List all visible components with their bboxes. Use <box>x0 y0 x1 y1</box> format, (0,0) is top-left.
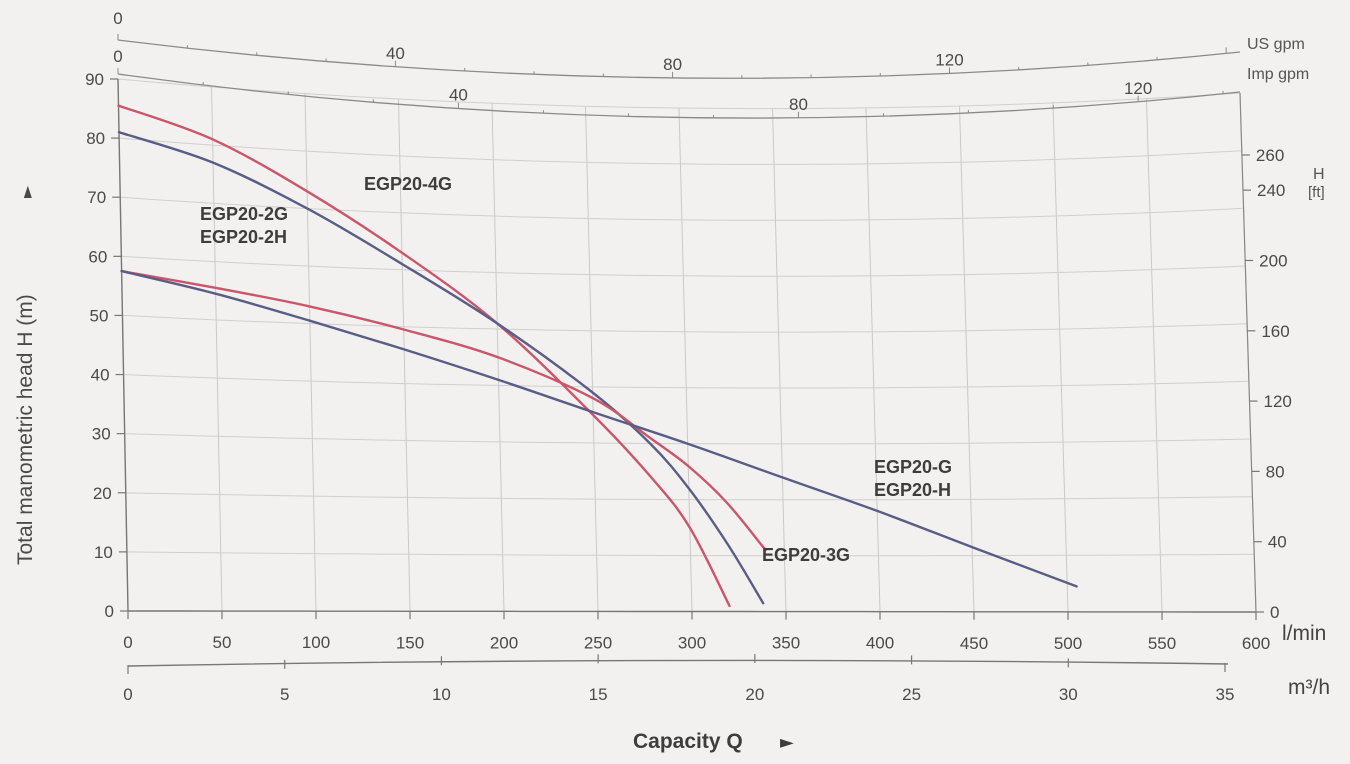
series-curves <box>117 104 1078 608</box>
us-gpm-tick-label: 40 <box>386 44 405 63</box>
label-egp20-2h: EGP20-2H <box>200 227 287 247</box>
x-axis-title: Capacity Q <box>633 730 743 753</box>
m3h-tick-label: 5 <box>280 685 289 704</box>
axis-units: US gpm Imp gpm H [ft] l/min m³/h Capacit… <box>14 36 1330 753</box>
y-tick-label: 90 <box>85 70 104 89</box>
y-tick-label: 0 <box>105 602 114 621</box>
ft-tick-label: 120 <box>1263 392 1291 411</box>
series-curve-0 <box>117 104 731 608</box>
grid-line-x <box>304 93 317 612</box>
ft-tick-label: 40 <box>1268 533 1287 552</box>
y-tick-label: 30 <box>92 425 111 444</box>
y-axis-line <box>117 78 129 612</box>
ft-tick-label: 0 <box>1270 603 1279 622</box>
label-egp20-4g: EGP20-4G <box>364 174 452 194</box>
grid-line-x <box>1146 98 1163 612</box>
x-tick-label: 100 <box>302 633 330 652</box>
ft-tick-label: 200 <box>1259 251 1287 270</box>
y-axis-arrow-icon: ► <box>17 185 36 198</box>
us-gpm-tick-label: 0 <box>113 9 122 28</box>
us-gpm-tick-label: 80 <box>663 55 682 74</box>
label-egp20-3g: EGP20-3G <box>762 545 850 565</box>
y-tick-label: 10 <box>94 543 113 562</box>
series-labels: EGP20-4G EGP20-2G EGP20-2H EGP20-3G EGP2… <box>200 174 952 565</box>
ft-tick-label: 240 <box>1257 181 1285 200</box>
ft-tick-label: 260 <box>1256 146 1284 165</box>
label-egp20-g: EGP20-G <box>874 457 952 477</box>
right-unit-ft: [ft] <box>1308 184 1325 201</box>
y-axis-title: Total manometric head H (m) <box>14 294 37 565</box>
grid-line-x <box>585 106 599 612</box>
grid-line-y <box>125 492 1253 501</box>
grid-line-y <box>126 551 1255 557</box>
grid-line-y <box>117 78 1241 110</box>
x-tick-label: 350 <box>772 634 800 653</box>
ft-tick-label: 160 <box>1261 322 1289 341</box>
x-tick-label: 450 <box>960 634 988 653</box>
m3h-tick-label: 10 <box>432 685 451 704</box>
series-curve-3 <box>120 269 1078 588</box>
x-tick-label: 500 <box>1054 634 1082 653</box>
grid-line-x <box>772 108 787 612</box>
x-unit-m3h: m³/h <box>1288 676 1330 699</box>
grid-line-x <box>959 105 975 612</box>
right-axis-line <box>1239 92 1257 613</box>
x-axis-arrow-icon: ► <box>780 732 794 753</box>
x-tick-label: 150 <box>396 633 424 652</box>
grid-lines <box>117 78 1257 613</box>
imp-gpm-unit: Imp gpm <box>1247 66 1309 83</box>
us-gpm-unit: US gpm <box>1247 36 1305 53</box>
x-tick-label: 400 <box>866 634 894 653</box>
x-tick-label: 200 <box>490 633 518 652</box>
m3h-tick-label: 20 <box>745 685 764 704</box>
grid-line-x <box>211 86 223 612</box>
grid-line-x <box>398 98 411 612</box>
us-gpm-axis-line <box>117 39 1241 79</box>
grid-line-y <box>122 314 1248 333</box>
y-tick-label: 70 <box>87 188 106 207</box>
imp-gpm-tick-label: 120 <box>1124 79 1152 98</box>
m3h-tick-label: 30 <box>1059 685 1078 704</box>
us-gpm-tick-label: 120 <box>935 50 963 69</box>
label-egp20-2g: EGP20-2G <box>200 204 288 224</box>
grid-line-x <box>1052 102 1069 612</box>
series-curve-1 <box>117 131 765 605</box>
imp-gpm-tick-label: 80 <box>789 95 808 114</box>
x-unit-lmin: l/min <box>1282 622 1326 645</box>
m3h-tick-label: 35 <box>1216 685 1235 704</box>
x-tick-label: 550 <box>1148 634 1176 653</box>
m3h-axis-line <box>127 659 1229 667</box>
ft-tick-label: 80 <box>1266 462 1285 481</box>
m3h-tick-label: 0 <box>123 685 132 704</box>
x-tick-label: 600 <box>1242 634 1270 653</box>
grid-line-x <box>865 107 881 612</box>
right-unit-h: H <box>1313 166 1325 183</box>
imp-gpm-axis-line <box>117 73 1241 119</box>
x-tick-label: 50 <box>213 633 232 652</box>
imp-gpm-tick-label: 40 <box>449 86 468 105</box>
grid-line-y <box>123 374 1249 389</box>
x-tick-label: 250 <box>584 633 612 652</box>
label-egp20-h: EGP20-H <box>874 480 951 500</box>
grid-line-y <box>121 255 1246 277</box>
y-tick-label: 50 <box>90 306 109 325</box>
m3h-tick-label: 25 <box>902 685 921 704</box>
top-gpm-axes: 0 40 80 120 0 40 80 120 <box>113 9 1241 119</box>
y-tick-label: 60 <box>88 247 107 266</box>
x-tick-label: 0 <box>123 633 132 652</box>
m3h-tick-label: 15 <box>589 685 608 704</box>
y-tick-label: 40 <box>91 366 110 385</box>
y-tick-label: 20 <box>93 484 112 503</box>
x-tick-label: 300 <box>678 634 706 653</box>
grid-line-x <box>678 107 693 612</box>
series-curve-2 <box>120 269 767 552</box>
y-tick-label: 80 <box>86 129 105 148</box>
grid-line-y <box>119 137 1242 165</box>
imp-gpm-tick-label: 0 <box>113 47 122 66</box>
